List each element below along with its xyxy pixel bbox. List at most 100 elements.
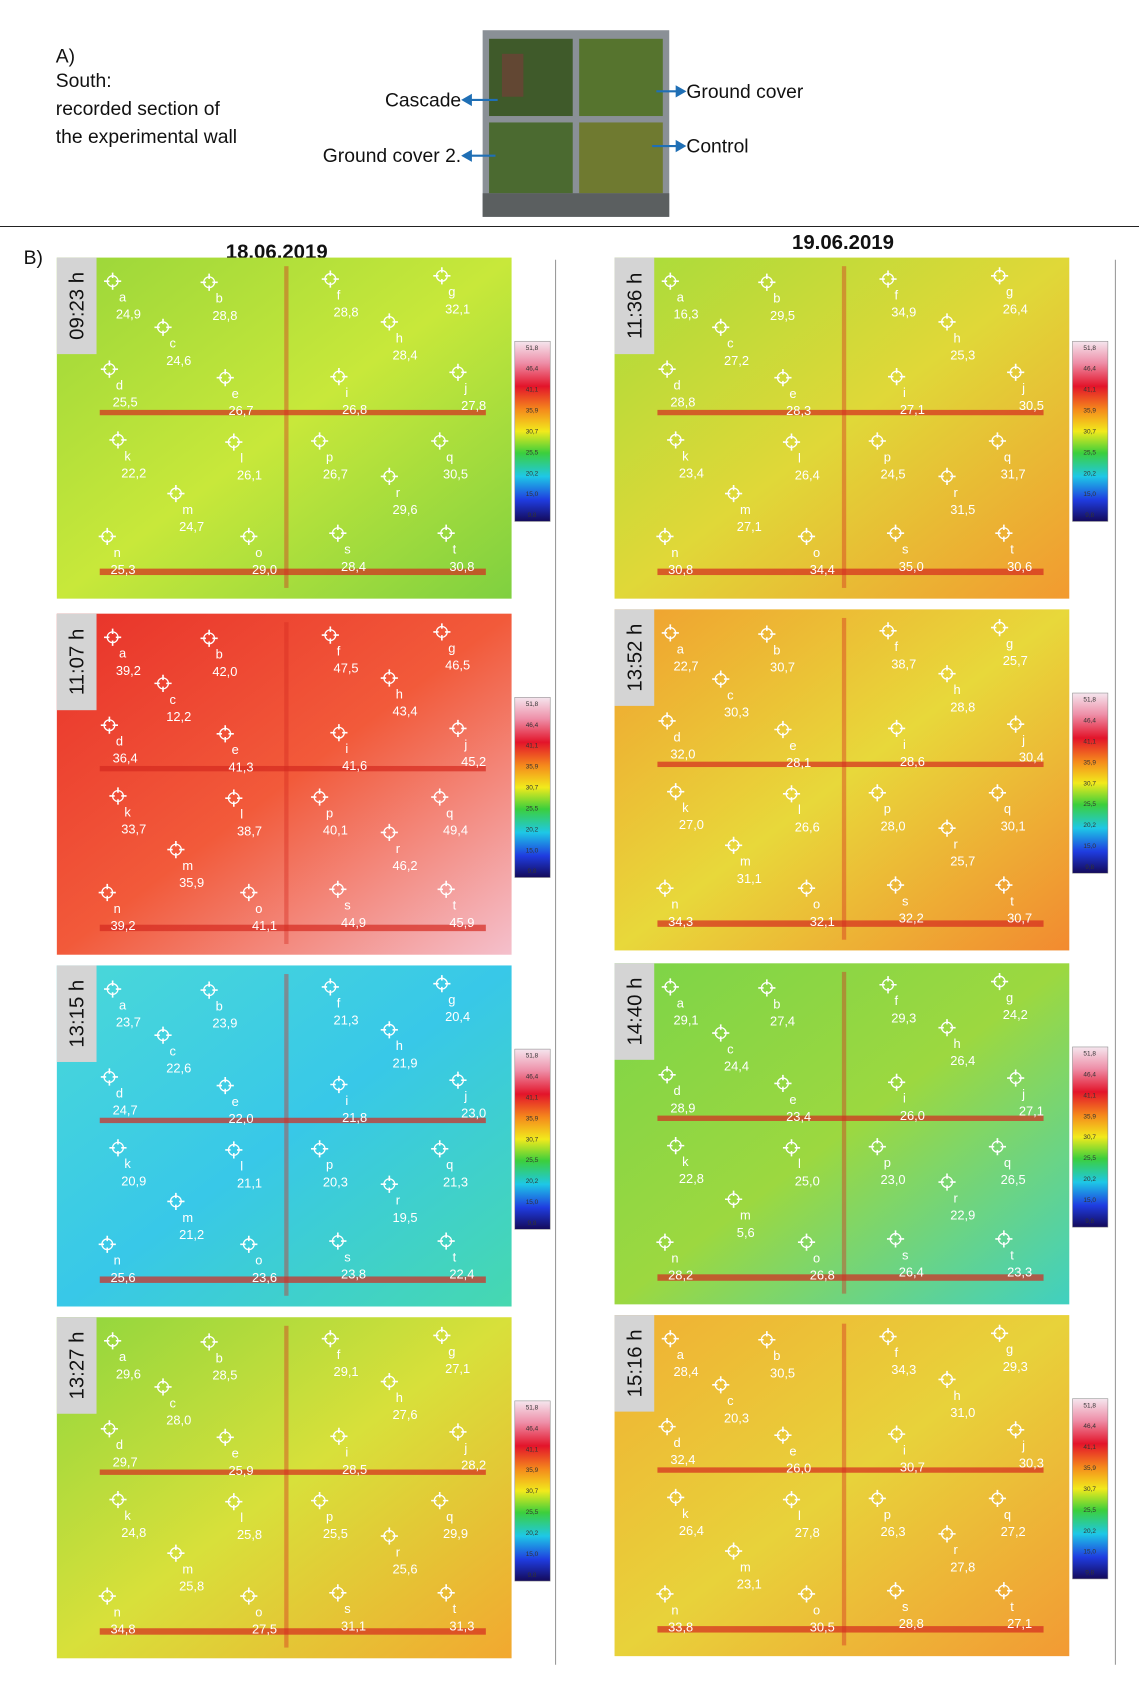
point-value: 38,7 <box>237 824 262 839</box>
crosshair <box>990 619 1009 637</box>
point-label: c <box>169 1044 176 1059</box>
point-label: p <box>326 1509 333 1524</box>
measure-point: n 33,8 <box>656 1585 693 1634</box>
point-label: f <box>894 993 898 1008</box>
crosshair <box>782 1490 801 1509</box>
point-value: 29,9 <box>443 1526 468 1541</box>
point-label: q <box>1004 1155 1011 1170</box>
measure-point: p 23,0 <box>868 1138 906 1187</box>
point-label: t <box>453 898 457 913</box>
measure-point: i 26,0 <box>888 1073 925 1123</box>
crosshair <box>888 368 906 386</box>
measure-point: e 28,3 <box>774 369 811 418</box>
point-label: o <box>255 1604 262 1619</box>
point-value: 27,1 <box>737 519 762 534</box>
point-label: n <box>671 897 678 912</box>
point-value: 23,3 <box>1007 1264 1032 1279</box>
measure-point: t 45,9 <box>437 880 474 930</box>
measure-point: i 30,7 <box>888 1425 925 1475</box>
point-label: r <box>953 1542 958 1557</box>
measure-point: l 38,7 <box>225 789 262 839</box>
colorbar-label: 25,5 <box>1083 1507 1096 1514</box>
crosshair <box>167 484 185 503</box>
measure-point: h 43,4 <box>380 669 418 719</box>
crosshair <box>938 665 956 683</box>
crosshair <box>200 981 218 999</box>
crosshair <box>321 626 339 644</box>
crosshair <box>154 1378 172 1396</box>
point-label: b <box>216 1350 223 1365</box>
crosshair <box>321 270 339 288</box>
colorbar-label: 25,5 <box>526 449 539 456</box>
point-label: q <box>446 1157 453 1172</box>
thermal-image <box>56 1317 512 1659</box>
point-value: 27,1 <box>1007 1616 1032 1631</box>
point-value: 36,4 <box>113 751 138 766</box>
measure-point: m 35,9 <box>167 841 204 890</box>
point-value: 22,7 <box>674 659 699 674</box>
colorbar-label: 51,8 <box>526 345 539 352</box>
point-label: j <box>1021 381 1025 396</box>
crosshair <box>200 273 218 291</box>
point-label: d <box>674 1435 681 1450</box>
point-value: 45,2 <box>461 754 486 769</box>
point-label: j <box>463 1089 467 1104</box>
measure-point: n 28,2 <box>656 1233 693 1283</box>
point-value: 40,1 <box>323 823 348 838</box>
point-value: 25,7 <box>950 854 975 869</box>
point-label: h <box>396 330 403 345</box>
colorbar-label: 41,1 <box>526 743 539 750</box>
point-value: 30,5 <box>443 467 468 482</box>
measure-point: d 29,7 <box>100 1420 138 1469</box>
crosshair <box>311 432 329 450</box>
colorbar-label: 30,7 <box>1083 1486 1096 1493</box>
crosshair <box>449 1071 467 1089</box>
crosshair <box>98 1235 116 1253</box>
measure-point: n 25,6 <box>98 1235 135 1285</box>
crosshair <box>311 1140 329 1158</box>
point-label: i <box>903 1443 906 1458</box>
measure-point: t 30,6 <box>995 524 1032 574</box>
point-label: f <box>337 1347 341 1362</box>
crosshair <box>104 272 122 290</box>
point-label: a <box>677 1347 685 1362</box>
colorbar-label: 9,8 <box>1085 1218 1094 1225</box>
point-value: 28,5 <box>342 1462 367 1477</box>
measure-point: p 24,5 <box>868 432 906 482</box>
point-value: 32,2 <box>899 911 924 926</box>
crosshair <box>868 432 886 450</box>
measure-point: s 32,2 <box>886 876 924 926</box>
point-label: q <box>1004 449 1011 464</box>
measure-point: r 29,6 <box>380 467 418 517</box>
colorbar-label: 41,1 <box>526 1446 539 1453</box>
point-label: p <box>326 449 333 464</box>
measure-point: r 27,8 <box>938 1525 975 1574</box>
point-value: 31,1 <box>341 1618 366 1633</box>
crosshair <box>656 1233 674 1251</box>
point-label: m <box>740 1559 751 1574</box>
crosshair <box>879 270 897 288</box>
crosshair <box>879 622 897 640</box>
crosshair <box>329 1232 347 1250</box>
point-label: i <box>903 1091 906 1106</box>
crosshair <box>797 1585 816 1603</box>
point-label: k <box>682 1154 689 1169</box>
point-value: 24,8 <box>121 1525 146 1540</box>
crosshair <box>868 1138 886 1156</box>
measure-point: l 21,1 <box>225 1141 262 1190</box>
point-value: 21,3 <box>334 1012 359 1027</box>
point-label: h <box>953 1388 960 1403</box>
crosshair <box>938 1019 956 1037</box>
measure-point: r 25,7 <box>938 819 975 869</box>
rail <box>841 617 847 940</box>
rail <box>657 1626 1044 1633</box>
point-value: 26,8 <box>342 402 367 417</box>
point-value: 30,3 <box>724 705 749 720</box>
point-value: 27,1 <box>445 1361 470 1376</box>
time-box <box>614 963 655 1060</box>
point-label: e <box>232 742 239 757</box>
point-value: 35,0 <box>899 559 924 574</box>
crosshair <box>100 716 118 734</box>
measure-point: o 32,1 <box>797 879 835 929</box>
point-value: 27,5 <box>252 1622 277 1637</box>
